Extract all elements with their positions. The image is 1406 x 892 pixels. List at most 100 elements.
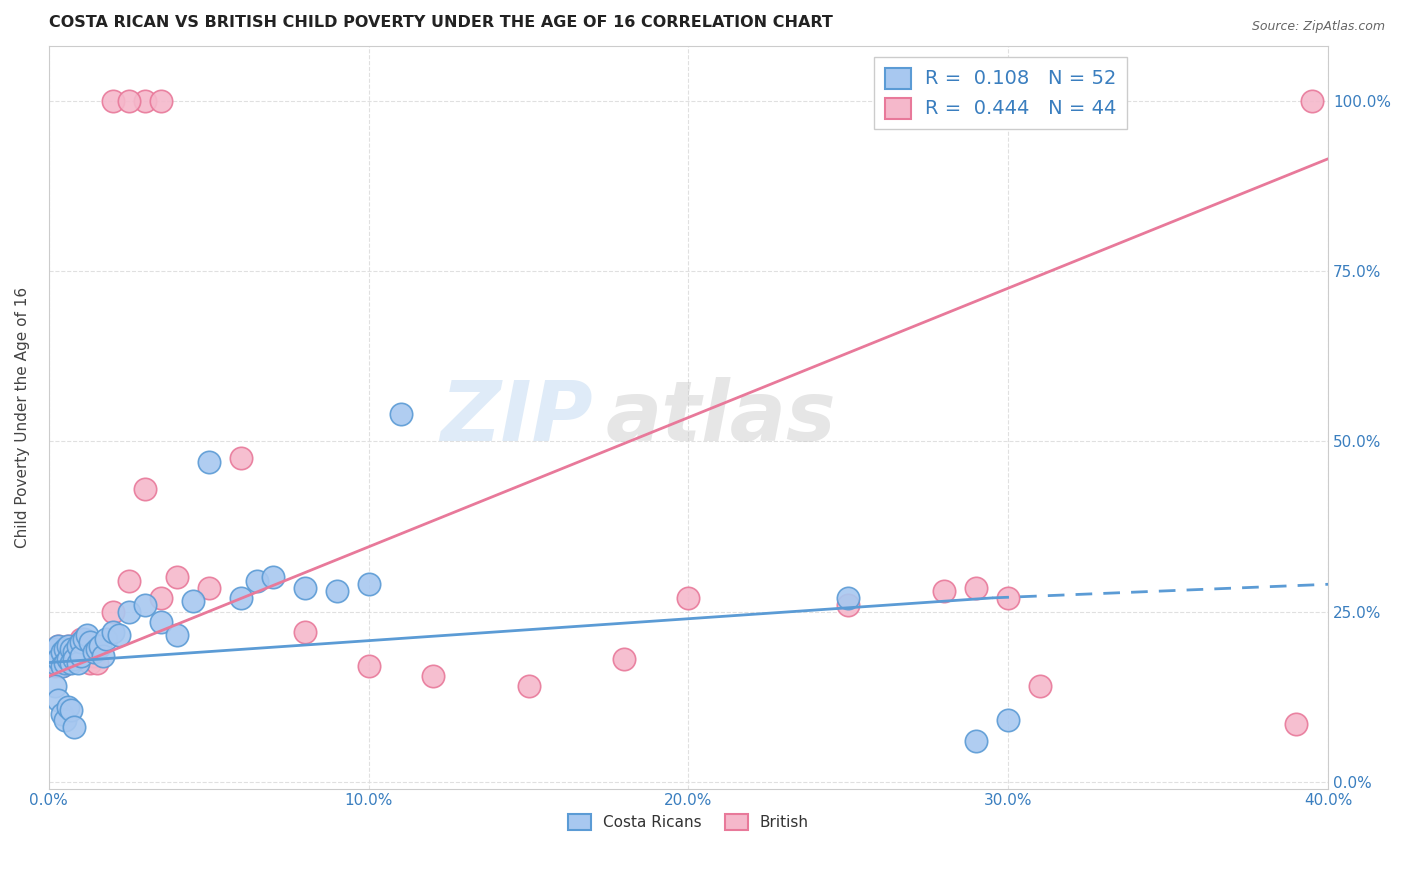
Text: Source: ZipAtlas.com: Source: ZipAtlas.com bbox=[1251, 20, 1385, 33]
Point bbox=[246, 574, 269, 588]
Point bbox=[46, 639, 69, 653]
Point bbox=[837, 598, 859, 612]
Point bbox=[678, 591, 700, 605]
Point bbox=[197, 455, 219, 469]
Point bbox=[44, 680, 66, 694]
Point bbox=[101, 605, 124, 619]
Point bbox=[149, 94, 172, 108]
Point bbox=[44, 642, 66, 657]
Point bbox=[294, 624, 316, 639]
Point bbox=[118, 605, 141, 619]
Point bbox=[837, 591, 859, 605]
Point bbox=[325, 584, 347, 599]
Point bbox=[60, 642, 83, 657]
Point bbox=[965, 734, 987, 748]
Point bbox=[89, 639, 111, 653]
Point bbox=[46, 639, 69, 653]
Point bbox=[51, 645, 73, 659]
Text: ZIP: ZIP bbox=[440, 377, 592, 458]
Point bbox=[51, 659, 73, 673]
Point bbox=[134, 482, 156, 496]
Legend: Costa Ricans, British: Costa Ricans, British bbox=[562, 808, 815, 837]
Point bbox=[86, 642, 108, 657]
Point bbox=[53, 714, 76, 728]
Point bbox=[357, 659, 380, 673]
Point bbox=[997, 714, 1019, 728]
Text: COSTA RICAN VS BRITISH CHILD POVERTY UNDER THE AGE OF 16 CORRELATION CHART: COSTA RICAN VS BRITISH CHILD POVERTY UND… bbox=[49, 15, 832, 30]
Point bbox=[60, 642, 83, 657]
Point bbox=[53, 645, 76, 659]
Point bbox=[134, 94, 156, 108]
Point bbox=[46, 652, 69, 666]
Point bbox=[51, 706, 73, 721]
Point bbox=[357, 577, 380, 591]
Point bbox=[63, 648, 86, 663]
Point bbox=[46, 656, 69, 670]
Point bbox=[86, 656, 108, 670]
Point bbox=[66, 639, 89, 653]
Point bbox=[69, 635, 91, 649]
Point bbox=[83, 645, 105, 659]
Point bbox=[229, 451, 252, 466]
Point bbox=[517, 680, 540, 694]
Point bbox=[96, 632, 118, 646]
Point bbox=[262, 570, 284, 584]
Point bbox=[56, 656, 79, 670]
Point bbox=[73, 645, 96, 659]
Point bbox=[41, 648, 63, 663]
Point bbox=[63, 645, 86, 659]
Point bbox=[73, 632, 96, 646]
Point bbox=[83, 648, 105, 663]
Point bbox=[44, 642, 66, 657]
Point bbox=[51, 659, 73, 673]
Point bbox=[69, 632, 91, 646]
Point bbox=[56, 699, 79, 714]
Point bbox=[149, 591, 172, 605]
Point bbox=[1029, 680, 1052, 694]
Point bbox=[56, 639, 79, 653]
Point bbox=[63, 720, 86, 734]
Point bbox=[389, 407, 412, 421]
Point bbox=[118, 94, 141, 108]
Point bbox=[76, 635, 98, 649]
Point bbox=[1285, 716, 1308, 731]
Point bbox=[101, 94, 124, 108]
Point bbox=[934, 584, 956, 599]
Point bbox=[166, 570, 188, 584]
Point bbox=[51, 642, 73, 657]
Point bbox=[294, 581, 316, 595]
Point bbox=[118, 574, 141, 588]
Point bbox=[69, 648, 91, 663]
Point bbox=[613, 652, 636, 666]
Point bbox=[56, 639, 79, 653]
Point bbox=[44, 656, 66, 670]
Point bbox=[79, 656, 101, 670]
Y-axis label: Child Poverty Under the Age of 16: Child Poverty Under the Age of 16 bbox=[15, 287, 30, 548]
Point bbox=[60, 656, 83, 670]
Point bbox=[66, 639, 89, 653]
Point bbox=[166, 628, 188, 642]
Point bbox=[108, 628, 131, 642]
Point bbox=[53, 642, 76, 657]
Point bbox=[134, 598, 156, 612]
Point bbox=[149, 615, 172, 629]
Point bbox=[53, 656, 76, 670]
Point bbox=[56, 652, 79, 666]
Point bbox=[422, 669, 444, 683]
Text: atlas: atlas bbox=[606, 377, 837, 458]
Point bbox=[101, 624, 124, 639]
Point bbox=[197, 581, 219, 595]
Point bbox=[997, 591, 1019, 605]
Point bbox=[229, 591, 252, 605]
Point bbox=[46, 693, 69, 707]
Point bbox=[965, 581, 987, 595]
Point bbox=[79, 635, 101, 649]
Point bbox=[91, 648, 114, 663]
Point bbox=[66, 656, 89, 670]
Point bbox=[181, 594, 204, 608]
Point bbox=[63, 652, 86, 666]
Point bbox=[44, 659, 66, 673]
Point bbox=[60, 703, 83, 717]
Point bbox=[53, 656, 76, 670]
Point bbox=[1301, 94, 1323, 108]
